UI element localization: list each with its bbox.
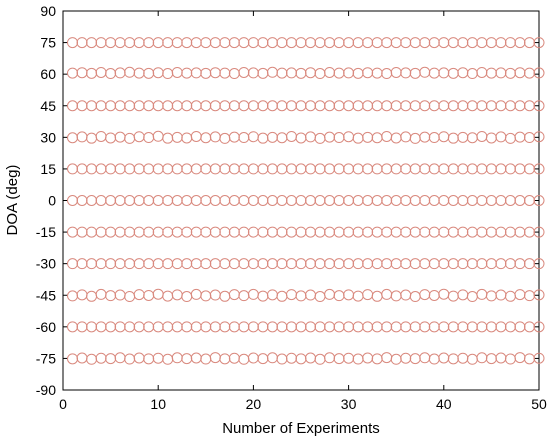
y-tick-label: 75: [40, 35, 56, 51]
x-tick-label: 10: [150, 396, 166, 412]
y-tick-label: 45: [40, 98, 56, 114]
y-tick-label: 15: [40, 161, 56, 177]
x-axis-label: Number of Experiments: [222, 420, 380, 437]
series-level-0: [67, 195, 545, 206]
series-level--75: [67, 352, 545, 365]
y-tick-label: 0: [48, 193, 56, 209]
y-tick-label: -75: [36, 350, 56, 366]
y-tick-label: -60: [36, 319, 56, 335]
series-level-60: [67, 66, 545, 80]
data-point: [533, 258, 545, 270]
data-point: [533, 67, 545, 79]
y-tick-label: -30: [36, 256, 56, 272]
y-tick-label: -45: [36, 287, 56, 303]
x-axis: 0 10 20 30 40 50: [59, 11, 547, 412]
series-level--15: [67, 226, 545, 238]
y-tick-label: 30: [40, 129, 56, 145]
y-axis: -90 -75 -60 -45 -30 -15 0 15 30 45 60 75 90: [36, 3, 539, 398]
series-level--60: [67, 321, 545, 333]
x-tick-label: 20: [246, 396, 262, 412]
data-point: [533, 131, 545, 143]
data-point: [533, 321, 545, 333]
x-tick-label: 30: [341, 396, 357, 412]
series-level--30: [67, 258, 545, 270]
data-point: [533, 226, 545, 238]
y-tick-label: -90: [36, 382, 56, 398]
y-axis-label: DOA (deg): [4, 165, 21, 236]
x-tick-label: 0: [59, 396, 67, 412]
x-tick-label: 40: [436, 396, 452, 412]
data-point: [533, 163, 545, 175]
series-level-30: [67, 130, 545, 144]
data-point: [533, 195, 545, 206]
series-level--45: [67, 288, 545, 303]
data-point: [533, 289, 545, 301]
y-tick-label: -15: [36, 224, 56, 240]
series-level-15: [67, 163, 545, 175]
series-level-45: [67, 100, 545, 112]
plot-area: [62, 10, 540, 391]
data-point: [533, 100, 545, 112]
data-points: [67, 37, 545, 365]
y-tick-label: 90: [40, 3, 56, 19]
y-tick-label: 60: [40, 66, 56, 82]
x-tick-label: 50: [531, 396, 547, 412]
data-point: [533, 352, 545, 364]
series-level-75: [67, 37, 545, 49]
data-point: [533, 37, 545, 49]
